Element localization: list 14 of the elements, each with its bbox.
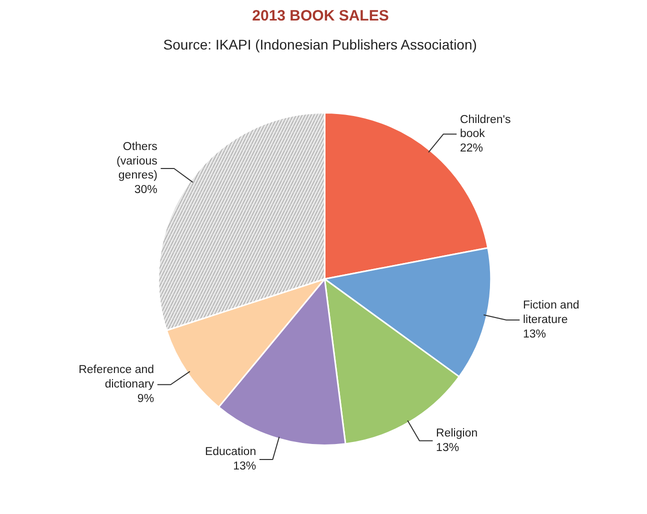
slice-label: Others (various genres) xyxy=(116,140,158,182)
chart-title: 2013 BOOK SALES xyxy=(252,8,389,24)
chart-subtitle: Source: IKAPI (Indonesian Publishers Association) xyxy=(163,36,477,52)
data-label: 30% xyxy=(134,184,158,196)
data-label: 13% xyxy=(436,442,460,454)
slice-label: Education xyxy=(204,446,256,458)
data-label: 13% xyxy=(233,460,256,473)
slice-label: Children's book xyxy=(460,114,511,140)
slice-label: Fiction and literature xyxy=(522,300,580,326)
slice-label: Reference and dictionary xyxy=(78,364,154,391)
data-label: 9% xyxy=(137,393,154,406)
data-label: 22% xyxy=(460,142,483,155)
slice-label: Religion xyxy=(436,428,478,440)
data-label: 13% xyxy=(522,328,546,340)
